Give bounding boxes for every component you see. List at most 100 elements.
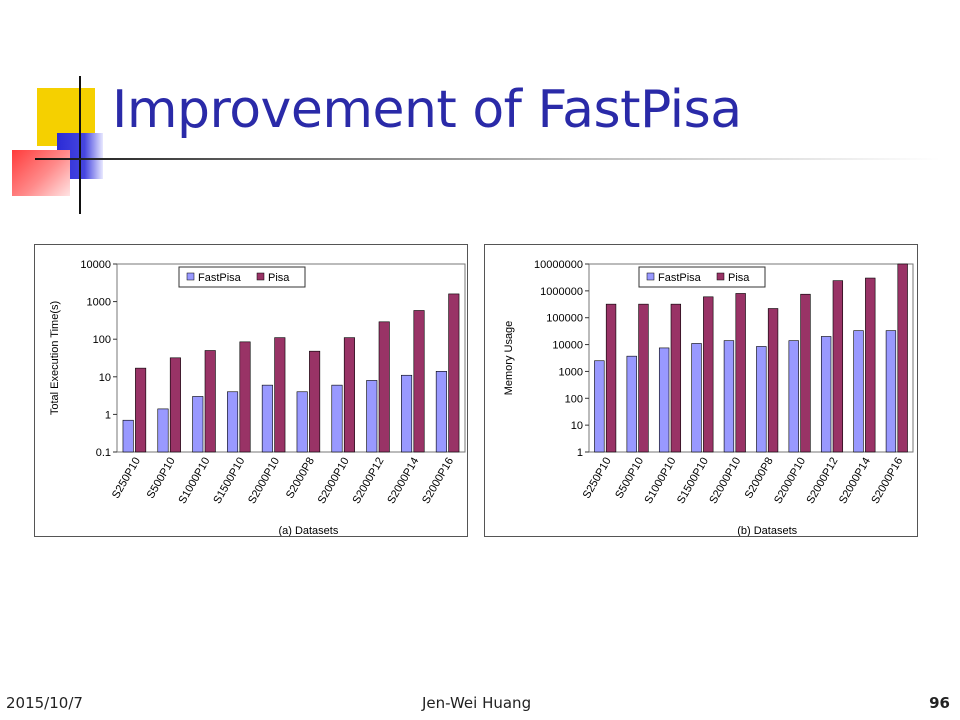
bar-pisa bbox=[703, 296, 714, 453]
bar-pisa bbox=[309, 350, 321, 453]
bar-fastpisa bbox=[366, 380, 378, 453]
page-number: 96 bbox=[929, 694, 950, 712]
bar-pisa bbox=[605, 303, 617, 453]
chart-execution-time: 0.1 1 10 100 1000 10000 S250P10 S500P10 S1000P10… bbox=[34, 244, 468, 537]
bar-fastpisa bbox=[820, 336, 832, 453]
plot-area bbox=[116, 263, 466, 453]
legend-label-pisa: Pisa bbox=[728, 272, 750, 284]
x-tick-label: S250P10 bbox=[110, 456, 143, 501]
legend-box bbox=[638, 266, 766, 288]
y-tick-label: 100 bbox=[565, 393, 583, 405]
legend-label-fastpisa: FastPisa bbox=[198, 272, 242, 284]
bar-fastpisa bbox=[788, 340, 799, 453]
x-tick-label: S1500P10 bbox=[675, 456, 711, 507]
x-tick-label: S2000P12 bbox=[805, 456, 841, 507]
bar-fastpisa bbox=[853, 330, 864, 453]
footer-author: Jen-Wei Huang bbox=[422, 694, 532, 712]
chart-memory-usage-svg: 1 10 100 1000 10000 100000 1000000 10000000 S250… bbox=[503, 259, 914, 536]
x-tick-label: S2000P16 bbox=[420, 456, 456, 507]
chart-execution-time-svg: 0.1 1 10 100 1000 10000 S250P10 S500P10S1000P10… bbox=[49, 259, 466, 536]
legend-swatch-fastpisa bbox=[186, 272, 195, 281]
bar-fastpisa bbox=[296, 391, 308, 453]
bar-fastpisa bbox=[261, 384, 273, 453]
y-tick-label: 10 bbox=[99, 372, 111, 384]
bar-fastpisa bbox=[691, 343, 702, 453]
legend-swatch-fastpisa bbox=[646, 272, 655, 281]
y-tick-label: 10 bbox=[571, 420, 583, 432]
x-tick-label: S2000P10 bbox=[246, 456, 282, 507]
y-tick-label: 10000000 bbox=[534, 259, 583, 271]
bar-fastpisa bbox=[331, 384, 343, 453]
bar-fastpisa bbox=[658, 347, 670, 453]
y-tick-label: 1 bbox=[105, 409, 111, 421]
bar-pisa bbox=[413, 310, 425, 453]
x-tick-label: S2000P8 bbox=[284, 456, 317, 501]
x-tick-label: S2000P12 bbox=[351, 456, 387, 507]
x-tick-label: S500P10 bbox=[145, 456, 178, 501]
decor-red-square bbox=[12, 150, 70, 196]
bar-pisa bbox=[767, 308, 779, 453]
legend-swatch-pisa bbox=[716, 272, 725, 281]
y-tick-label: 10000 bbox=[552, 340, 583, 352]
y-tick-label: 10000 bbox=[80, 259, 111, 271]
x-tick-label: S2000P10 bbox=[316, 456, 352, 507]
bar-pisa bbox=[204, 350, 216, 453]
chart-memory-usage: 1 10 100 1000 10000 100000 1000000 10000000 S250… bbox=[484, 244, 918, 537]
legend-label-fastpisa: FastPisa bbox=[658, 272, 702, 284]
bar-fastpisa bbox=[756, 346, 767, 453]
bar-pisa bbox=[897, 263, 908, 453]
bar-pisa bbox=[448, 293, 460, 453]
bar-fastpisa bbox=[401, 374, 413, 453]
y-tick-label: 0.1 bbox=[96, 447, 111, 459]
y-axis-title: Total Execution Time(s) bbox=[49, 301, 61, 415]
y-tick-label: 1000 bbox=[87, 297, 111, 309]
bar-fastpisa bbox=[192, 396, 204, 453]
bar-fastpisa bbox=[227, 391, 239, 453]
bar-pisa bbox=[638, 303, 649, 453]
bar-pisa bbox=[800, 293, 811, 453]
x-tick-label: S500P10 bbox=[613, 456, 646, 501]
legend-swatch-pisa bbox=[256, 272, 265, 281]
bar-pisa bbox=[865, 277, 876, 453]
y-tick-label: 1000 bbox=[559, 366, 583, 378]
plot-area bbox=[588, 263, 914, 453]
x-tick-label: S2000P16 bbox=[869, 456, 905, 507]
bar-pisa bbox=[274, 337, 286, 453]
bar-fastpisa bbox=[723, 340, 735, 453]
x-tick-label: S2000P8 bbox=[743, 456, 776, 501]
legend-box bbox=[178, 266, 306, 288]
x-tick-label: S2000P14 bbox=[837, 456, 873, 507]
bar-fastpisa bbox=[157, 408, 169, 453]
bar-pisa bbox=[378, 321, 390, 453]
y-tick-label: 1000000 bbox=[540, 286, 583, 298]
x-tick-label: S2000P10 bbox=[707, 456, 743, 507]
x-tick-label: S1500P10 bbox=[211, 456, 247, 507]
x-tick-label: S2000P10 bbox=[772, 456, 808, 507]
decor-vertical-line bbox=[79, 76, 81, 214]
legend-label-pisa: Pisa bbox=[268, 272, 290, 284]
bar-pisa bbox=[169, 357, 181, 453]
x-axis-title: (b) Datasets bbox=[737, 525, 797, 536]
page-title: Improvement of FastPisa bbox=[112, 80, 742, 140]
bar-pisa bbox=[135, 367, 147, 453]
x-tick-label: S2000P14 bbox=[385, 456, 421, 507]
title-underline bbox=[35, 158, 940, 160]
x-tick-label: S250P10 bbox=[581, 456, 614, 501]
bar-fastpisa bbox=[122, 419, 134, 453]
y-tick-label: 100 bbox=[93, 334, 111, 346]
footer-date: 2015/10/7 bbox=[6, 694, 83, 712]
bar-fastpisa bbox=[885, 330, 897, 453]
bar-fastpisa bbox=[626, 355, 637, 453]
y-tick-label: 100000 bbox=[546, 313, 583, 325]
bar-pisa bbox=[343, 337, 355, 453]
bar-pisa bbox=[670, 303, 682, 453]
bar-fastpisa bbox=[594, 360, 605, 453]
x-axis-title: (a) Datasets bbox=[278, 525, 338, 536]
bar-pisa bbox=[239, 341, 251, 453]
x-tick-label: S1000P10 bbox=[177, 456, 213, 507]
y-axis-title: Memory Usage bbox=[503, 321, 515, 396]
bar-pisa bbox=[735, 293, 746, 453]
x-tick-label: S1000P10 bbox=[643, 456, 679, 507]
bar-pisa bbox=[832, 280, 844, 453]
y-tick-label: 1 bbox=[577, 447, 583, 459]
